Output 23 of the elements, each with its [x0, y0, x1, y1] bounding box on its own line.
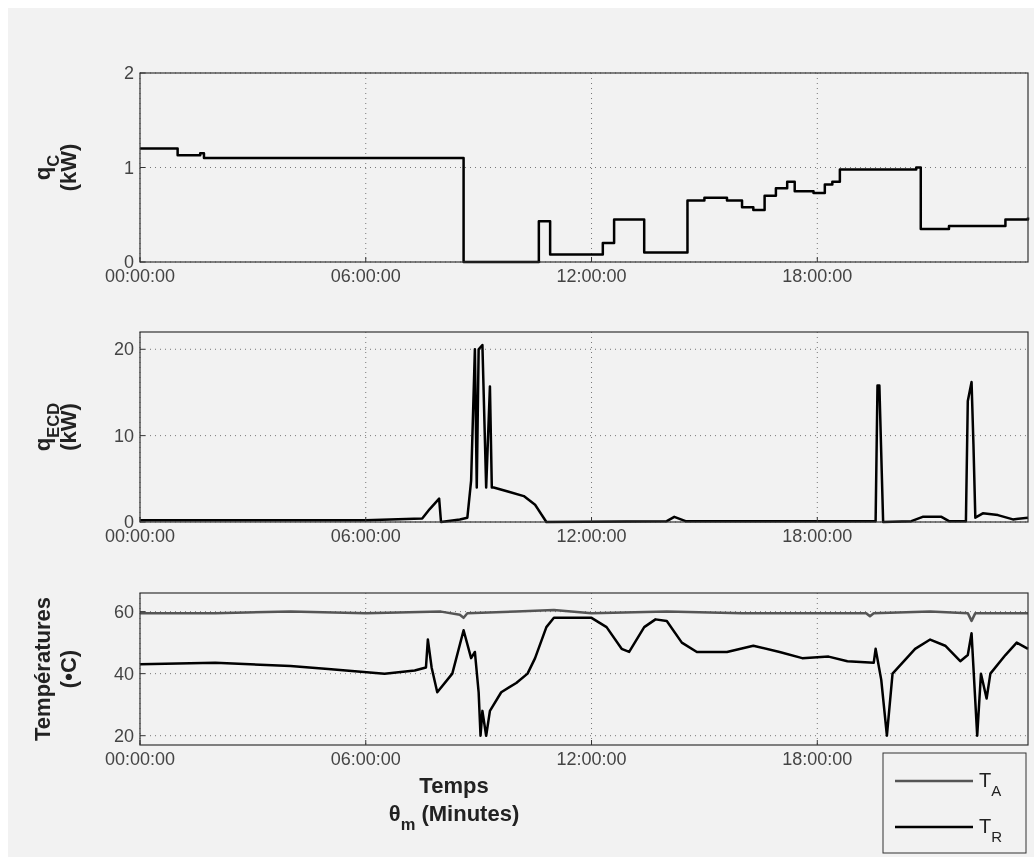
x-tick-label: 18:00:00 [782, 266, 853, 286]
y-tick-label: 40 [113, 663, 134, 684]
legend-label: T$_{A}$ [979, 769, 1002, 799]
x-tick-label: 06:00:00 [330, 526, 401, 546]
y-axis-title: Températures (•C) [30, 597, 81, 741]
x-tick-label: 12:00:00 [556, 749, 627, 769]
y-tick-label: 1 [123, 157, 134, 178]
x-tick-label: 12:00:00 [556, 526, 627, 546]
y-tick-label: 60 [113, 601, 134, 622]
x-tick-label: 00:00:00 [104, 749, 176, 769]
x-tick-label: 06:00:00 [330, 749, 401, 769]
line-series [138, 616, 1030, 737]
legend-label: T$_{R}$ [979, 815, 1003, 845]
x-tick-label: 18:00:00 [782, 526, 853, 546]
y-tick-label: 10 [113, 425, 134, 446]
x-tick-label: 12:00:00 [556, 266, 627, 286]
y-tick-label: 2 [123, 63, 134, 83]
x-tick-label: 18:00:00 [782, 749, 853, 769]
x-tick-label: 06:00:00 [330, 266, 401, 286]
y-tick-label: 20 [113, 725, 134, 746]
line-series [138, 608, 1030, 623]
x-axis-title: Temps θ$_{m}$ (Minutes) [388, 773, 520, 833]
y-tick-label: 20 [113, 339, 134, 360]
